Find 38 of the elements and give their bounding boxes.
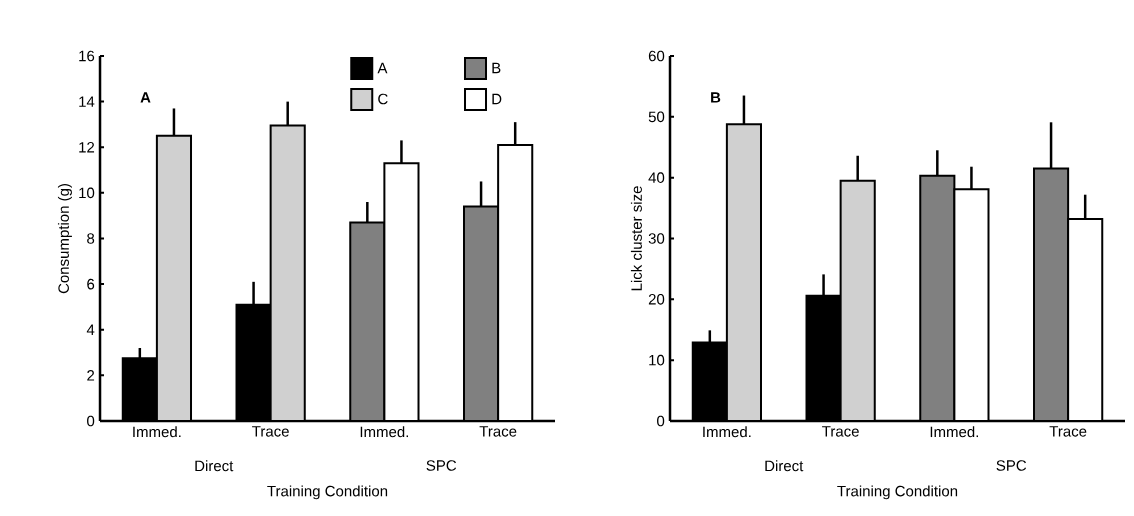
y-tick-label: 12 [79, 142, 95, 153]
x-tick-label: Immed. [930, 426, 978, 438]
x-tick-label: Immed. [133, 426, 181, 438]
legend-label: D [492, 93, 502, 105]
text: Direct [765, 460, 804, 472]
text: B [711, 92, 721, 103]
y-tick-label: 10 [79, 187, 95, 199]
text: SPC [996, 460, 1027, 471]
y-tick-label: 60 [648, 50, 665, 62]
legend-label: B [492, 62, 501, 74]
x-tick-label: Trace [822, 426, 859, 437]
y-tick-label: 16 [79, 50, 95, 62]
x-tick-label: Immed. [703, 426, 751, 438]
x-tick-label: Trace [479, 426, 517, 437]
y-tick-label: 50 [648, 111, 665, 123]
x-tick-label: Immed. [360, 426, 409, 438]
y-tick-label: 10 [649, 354, 665, 366]
text: A [140, 92, 151, 103]
y-tick-label: 6 [87, 278, 95, 290]
text: Direct [195, 460, 234, 472]
legend-label: A [377, 62, 388, 74]
x-tick-label: Trace [1049, 426, 1087, 437]
y-tick-label: 30 [648, 233, 665, 244]
y-tick-label: 4 [86, 324, 95, 335]
x-axis-title: Training Condition [267, 485, 388, 500]
y-tick-label: 0 [87, 415, 95, 427]
x-axis-title: Training Condition [837, 485, 958, 500]
y-tick-label: 40 [648, 172, 665, 183]
x-tick-label: Trace [252, 426, 289, 437]
y-tick-label: 0 [657, 415, 665, 427]
y-axis-title: Lick cluster size [630, 186, 642, 291]
legend-label: C [378, 93, 388, 105]
text: SPC [426, 460, 457, 471]
y-tick-label: 8 [87, 233, 95, 244]
y-tick-label: 2 [87, 370, 95, 381]
y-tick-label: 14 [79, 96, 95, 107]
y-tick-label: 20 [648, 294, 665, 305]
y-axis-title: Consumption (g) [57, 184, 72, 294]
